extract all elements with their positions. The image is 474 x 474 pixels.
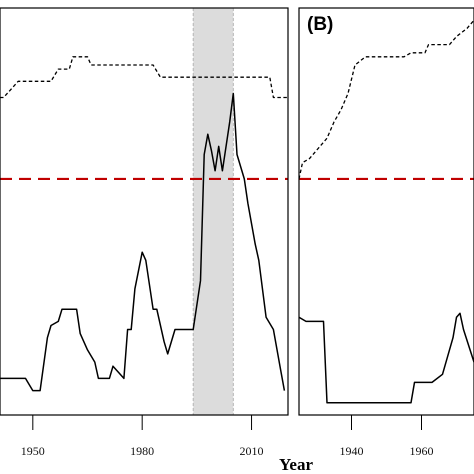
panel-b: 1940 1960 (B) xyxy=(298,7,474,458)
shaded-period xyxy=(193,8,234,415)
panel-a: 1950 1980 2010 xyxy=(0,7,289,458)
x-tick-label: 1960 xyxy=(410,444,434,458)
x-axis-title: Year xyxy=(279,455,313,474)
plot-area-b xyxy=(299,19,474,404)
dashed-series-line xyxy=(299,19,474,180)
plot-frame xyxy=(298,7,474,416)
panel-label: (B) xyxy=(307,14,333,35)
plot-frame xyxy=(0,7,289,416)
x-tick-label: 1940 xyxy=(340,444,364,458)
x-tick-label: 2010 xyxy=(240,444,264,458)
plot-area-a xyxy=(0,8,288,415)
solid-series-line xyxy=(299,312,474,404)
x-tick-label: 1980 xyxy=(130,444,154,458)
solid-series-line xyxy=(0,92,286,392)
dashed-series-line xyxy=(0,56,288,99)
x-tick-label: 1950 xyxy=(21,444,45,458)
